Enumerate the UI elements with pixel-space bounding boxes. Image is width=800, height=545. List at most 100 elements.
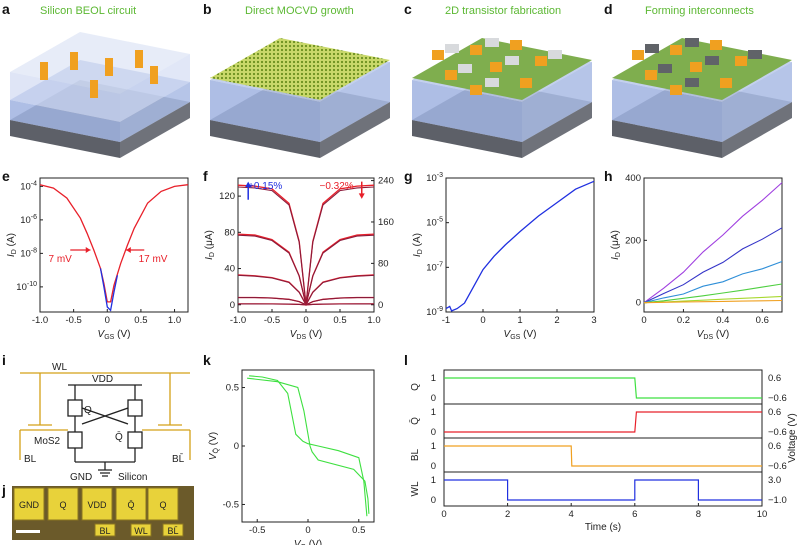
mocvd-illustration [210, 38, 390, 158]
y-axis-label: ID (A) [6, 233, 18, 257]
left-tick-1: 1 [431, 441, 436, 452]
right-y-tick-label: 80 [378, 258, 389, 269]
y-tick-label: 80 [224, 227, 235, 238]
arrowhead-left [85, 247, 91, 254]
y-tick-label: -0.5 [223, 499, 239, 510]
blbar-label: BL̄ [172, 452, 185, 465]
butterfly-curve-0 [249, 375, 368, 517]
panel-g: g -1 0 1 2 3 10-3 10-5 10-7 10-9 VGS (V) ID (A) [404, 168, 597, 341]
output-curve-5 [643, 299, 783, 304]
y-tick-label: 10-10 [16, 281, 37, 293]
y-tick-label: 200 [625, 235, 641, 246]
waveform-BL [444, 445, 762, 467]
x-tick-label: 0.5 [352, 525, 365, 536]
panel-title-d: Forming interconnects [645, 5, 754, 17]
wl-label: WL [52, 362, 67, 373]
left-tick-0: 0 [431, 495, 436, 506]
x-tick-label: 0 [480, 315, 485, 326]
x-tick-label: 1 [517, 315, 522, 326]
waveform-Q [444, 377, 762, 399]
panel-label-d: d [604, 1, 613, 17]
output-curve-0 [643, 182, 783, 304]
arrowhead-down [358, 193, 365, 199]
output-curve-red-1 [237, 233, 375, 305]
output-curve-blue-4 [238, 303, 374, 306]
plot-frame [241, 369, 375, 523]
x-tick-label: -0.5 [65, 315, 81, 326]
signal-label-BL: BL [410, 448, 421, 461]
x-tick-label: -1 [442, 315, 450, 326]
x-tick-label: 6 [632, 509, 637, 520]
chip-pad-label-4: Q [159, 500, 166, 510]
x-tick-label: 0 [441, 509, 446, 520]
x-tick-label: 4 [569, 509, 574, 520]
left-tick-1: 1 [431, 407, 436, 418]
output-curve-red-0 [237, 184, 375, 305]
chip-pad-label-2: VDD [87, 500, 107, 510]
arrowhead-right [126, 247, 131, 254]
x-axis-label: VQ (V) [294, 539, 322, 545]
output-curve-blue-0 [237, 186, 375, 305]
x-tick-label: 0 [641, 315, 646, 326]
y-tick-label: 120 [219, 191, 235, 202]
arrowhead-up [245, 181, 252, 188]
left-tick-1: 1 [431, 475, 436, 486]
panel-h: h 0 0.2 0.4 0.6 0 200 400 VDS (V) ID (μA) [604, 168, 783, 341]
right-tick-lo: −0.6 [768, 461, 787, 472]
chip-pads: GND Q VDD Q̄ Q BL WL BL̄ [13, 487, 184, 537]
x-tick-label: 10 [757, 509, 768, 520]
x-tick-label: 1.0 [168, 315, 181, 326]
panel-label-k: k [203, 352, 211, 368]
chart-h: 0 0.2 0.4 0.6 0 200 400 VDS (V) ID (μA) [610, 173, 783, 341]
x-tick-label: -1.0 [32, 315, 48, 326]
y-axis-label: VQ̄ (V) [208, 432, 220, 460]
plot-frame [39, 177, 189, 313]
chip-line-label-2: BL̄ [167, 526, 178, 536]
x-axis-label: Time (s) [585, 522, 621, 533]
chip-line-pad-0 [94, 523, 116, 537]
right-tick-hi: 0.6 [768, 373, 781, 384]
bl-label: BL [24, 454, 37, 465]
gnd-label: GND [70, 472, 92, 483]
y-tick-label: 0 [234, 441, 239, 452]
transfer-curve-blue [445, 180, 595, 312]
panel-l: l 10Q0.6−0.610Q̄0.6−0.610BL0.6−0.610WL3.… [404, 352, 798, 533]
chip-pad-2 [81, 487, 113, 521]
transfer-curve-red [39, 184, 189, 303]
y-tick-label: 0 [230, 300, 235, 311]
x-tick-label: 8 [696, 509, 701, 520]
right-tick-lo: −1.0 [768, 495, 787, 506]
silicon-label: Silicon [118, 472, 147, 483]
chip-pad-3 [115, 487, 147, 521]
x-axis-label: VGS (V) [504, 329, 537, 341]
right-tick-hi: 3.0 [768, 475, 781, 486]
y-tick-label: 10-3 [426, 172, 443, 184]
annotation-17mv: 17 mV [139, 254, 168, 265]
y-axis-label: ID (μA) [204, 230, 216, 260]
transistor-illustration [412, 38, 592, 158]
y-axis-label: ID (μA) [610, 230, 622, 260]
y-tick-label: 10-4 [20, 180, 37, 192]
output-curve-3 [643, 283, 783, 304]
scale-bar [16, 530, 40, 533]
x-tick-label: 0.5 [333, 315, 346, 326]
output-curve-blue-1 [237, 234, 375, 305]
panel-c: c 2D transistor fabrication [404, 1, 592, 158]
x-axis-label: VDS (V) [290, 329, 323, 341]
y-tick-label: 0 [636, 298, 641, 309]
q-node-label: Q [84, 405, 92, 416]
x-tick-label: 0.2 [677, 315, 690, 326]
subplot-frame-3 [443, 471, 763, 507]
chip-pad-0 [13, 487, 45, 521]
annotation-plus: +0.15% [248, 181, 282, 192]
x-tick-label: 0 [105, 315, 110, 326]
x-axis-label: VDS (V) [697, 329, 730, 341]
chip-pad-4 [147, 487, 179, 521]
panel-title-a: Silicon BEOL circuit [40, 5, 136, 17]
x-axis-label: VGS (V) [98, 329, 131, 341]
y-tick-label: 10-9 [426, 306, 443, 318]
transfer-curve-blue [99, 268, 119, 312]
chip-pad-label-3: Q̄ [127, 500, 134, 510]
annotation-minus: −0.32% [319, 181, 353, 192]
panel-label-j: j [1, 482, 6, 498]
